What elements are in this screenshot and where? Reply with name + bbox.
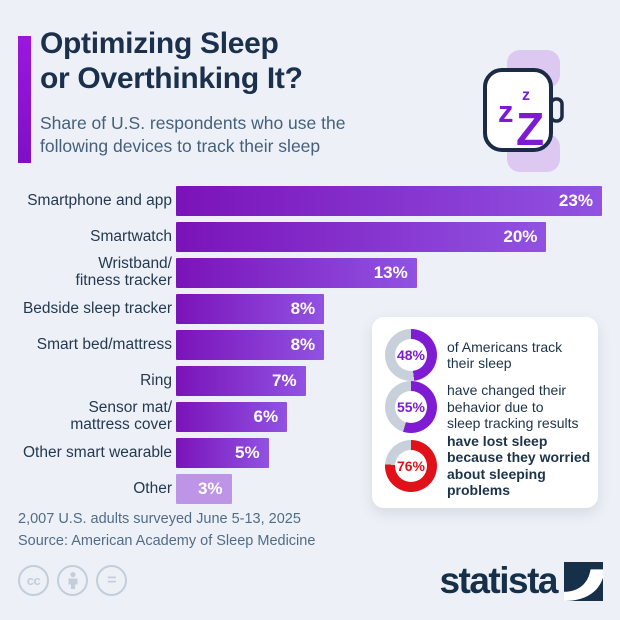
stat-item: 48% of Americans track their sleep [385, 329, 592, 381]
creative-commons-icon[interactable]: cc [18, 565, 49, 596]
bar-value: 20% [503, 227, 538, 246]
bar-value: 7% [272, 371, 297, 390]
stat-text: have changed their behavior due to sleep… [447, 382, 579, 432]
statista-wordmark: statista [439, 560, 558, 601]
bar: 7% [176, 366, 306, 396]
svg-text:Z: Z [516, 103, 544, 155]
bar-value: 3% [197, 479, 223, 498]
bar-value: 8% [290, 335, 316, 354]
license-icons: cc = [18, 565, 127, 596]
donut-value: 55% [396, 399, 426, 415]
bar-row: Smartphone and app 23% [18, 186, 602, 216]
no-derivatives-icon[interactable]: = [96, 565, 127, 596]
bar-label: Smartwatch [90, 227, 172, 245]
bar-value: 8% [290, 299, 316, 318]
svg-text:z: z [498, 94, 514, 129]
bar-value: 23% [558, 191, 593, 210]
bar-row: Other 3% [18, 474, 602, 504]
title-accent-bar [18, 36, 31, 163]
stats-card: 48% of Americans track their sleep 55% h… [372, 317, 598, 508]
source-note: Source: American Academy of Sleep Medici… [18, 533, 316, 549]
page-subtitle: Share of U.S. respondents who use the fo… [40, 113, 346, 157]
bar: 3% [176, 474, 232, 504]
bar-label: Bedside sleep tracker [22, 299, 172, 317]
smartwatch-sleep-icon-svg: z z Z [483, 50, 564, 172]
bar-label: Smartphone and app [27, 191, 172, 209]
bar-row: Ring 7% [18, 366, 602, 396]
bar: 13% [176, 258, 417, 288]
survey-note: 2,007 U.S. adults surveyed June 5-13, 20… [18, 511, 301, 527]
bar-row: Wristband/ fitness tracker 13% [18, 255, 602, 289]
donut-chart-76: 76% [385, 439, 437, 492]
attribution-person-icon[interactable] [57, 565, 88, 596]
bar: 8% [176, 294, 325, 324]
page-title: Optimizing Sleep or Overthinking It? [40, 27, 303, 96]
equals-glyph: = [107, 571, 116, 589]
donut-value: 48% [396, 347, 426, 363]
donut-chart-48: 48% [385, 329, 437, 381]
stat-text: of Americans track their sleep [447, 338, 563, 371]
stat-text: have lost sleep because they worried abo… [447, 433, 591, 499]
donut-chart-55: 55% [385, 381, 437, 433]
bar-label: Other smart wearable [22, 443, 172, 461]
stat-item: 55% have changed their behavior due to s… [385, 381, 592, 433]
bar: 5% [176, 438, 269, 468]
bar-label: Ring [140, 371, 172, 389]
bar-row: Bedside sleep tracker 8% [18, 294, 602, 324]
bar: 6% [176, 402, 288, 432]
bar: 23% [176, 186, 602, 216]
bar-row: Smart bed/mattress 8% [18, 330, 602, 360]
bar-label: Wristband/ fitness tracker [75, 255, 172, 289]
donut-value: 76% [396, 457, 426, 474]
bar-chart: Smartphone and app 23% Smartwatch 20% Wr… [18, 186, 602, 510]
statista-logo[interactable]: statista [439, 560, 603, 602]
bar-label: Other [133, 479, 172, 497]
bar: 8% [176, 330, 325, 360]
bar: 20% [176, 222, 547, 252]
statista-swoosh-icon [564, 561, 603, 601]
bar-value: 5% [235, 443, 260, 462]
bar-label: Smart bed/mattress [36, 335, 172, 353]
stat-item: 76% have lost sleep because they worried… [385, 433, 592, 499]
bar-row: Smartwatch 20% [18, 222, 602, 252]
bar-label: Sensor mat/ mattress cover [70, 399, 172, 433]
bar-row: Sensor mat/ mattress cover 6% [18, 399, 602, 433]
svg-text:z: z [522, 87, 530, 104]
person-glyph [68, 572, 77, 589]
bar-value: 6% [253, 407, 279, 426]
bar-value: 13% [373, 263, 408, 282]
bar-row: Other smart wearable 5% [18, 438, 602, 468]
smartwatch-sleep-icon: z z Z [466, 48, 586, 179]
cc-glyph: cc [26, 573, 41, 588]
